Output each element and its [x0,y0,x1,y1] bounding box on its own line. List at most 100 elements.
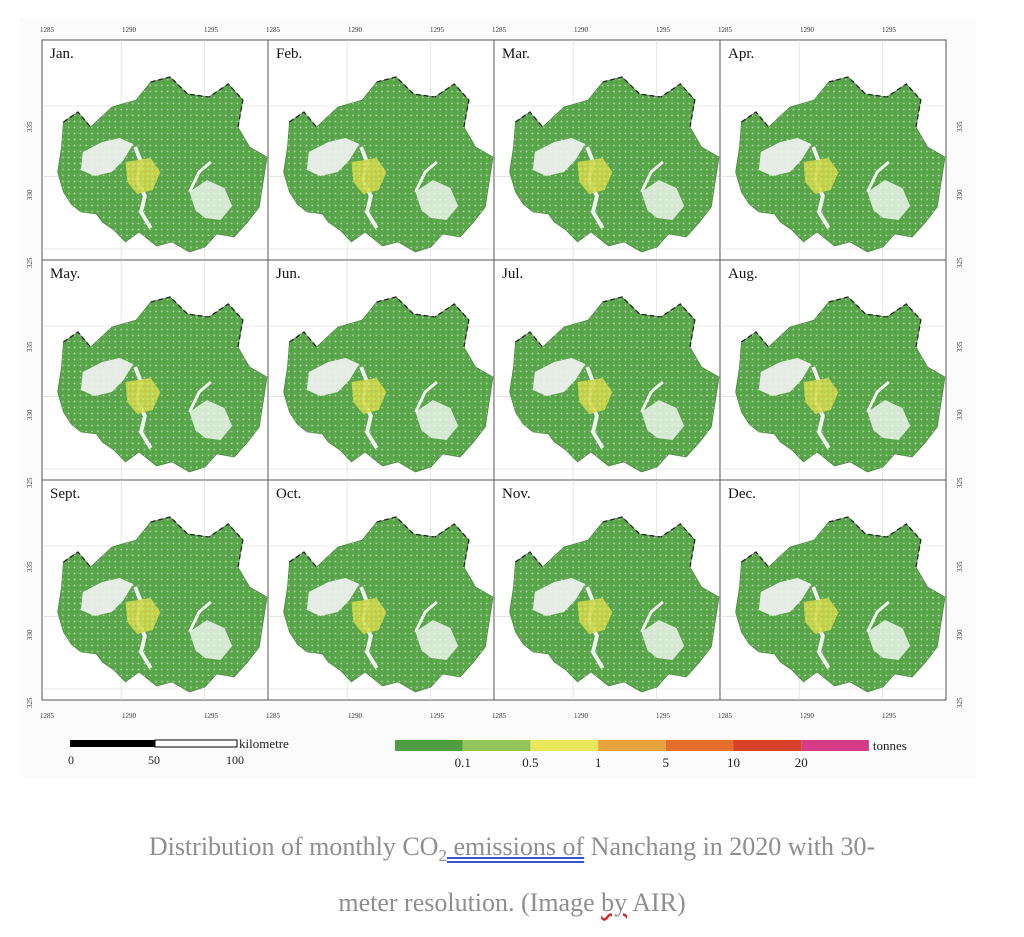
x-tick-label: 1295 [882,26,897,34]
legend-swatch [395,740,463,751]
month-label: Jul. [502,266,523,282]
y-tick-label: 335 [26,341,34,352]
month-panel: Sept. [41,479,270,701]
scale-bar-white [154,739,238,748]
caption-subscript: 2 [438,846,447,866]
scale-bar: kilometre 0 50 100 [68,736,289,767]
month-panel: May. [41,259,270,481]
y-tick-label: 335 [956,341,964,352]
month-label: Nov. [502,486,531,502]
month-panel: Jun. [267,259,496,481]
x-tick-label: 1285 [40,712,55,720]
map-grid: Jan. Feb. Mar. Apr. May. Jun. Jul. Aug. Sept. Oct… [26,26,964,770]
scale-bar-black [70,740,155,747]
y-tick-label: 335 [26,561,34,572]
month-panel: Nov. [493,479,722,701]
emission-legend: tonnes 0.1 0.5 1 5 10 20 [395,738,907,770]
x-tick-label: 1290 [800,712,815,720]
y-tick-label: 325 [26,477,34,488]
month-panel: Apr. [719,39,948,261]
month-label: Jun. [276,266,301,282]
y-tick-label: 330 [956,629,964,640]
y-tick-label: 325 [26,257,34,268]
month-panel: Aug. [719,259,948,481]
month-label: Mar. [502,46,530,62]
x-tick-label: 1290 [122,26,137,34]
x-tick-label: 1285 [492,712,507,720]
legend-label: 20 [795,755,808,770]
x-tick-label: 1285 [40,26,55,34]
month-label: Jan. [50,46,74,62]
x-tick-label: 1290 [348,712,363,720]
y-tick-label: 335 [26,121,34,132]
scale-tick-label: 0 [68,753,74,767]
y-tick-label: 330 [26,409,34,420]
legend-label: 0.5 [522,755,538,770]
x-tick-label: 1295 [430,712,445,720]
month-panels: Jan. Feb. Mar. Apr. May. Jun. Jul. Aug. Sept. Oct… [41,39,948,701]
y-tick-label: 330 [956,189,964,200]
legend-label: 5 [663,755,670,770]
month-label: Oct. [276,486,301,502]
emission-figure: Jan. Feb. Mar. Apr. May. Jun. Jul. Aug. Sept. Oct… [20,18,976,778]
figure-caption-line2: meter resolution. (Image by AIR) [0,888,1024,918]
month-label: Feb. [276,46,302,62]
x-tick-label: 1290 [122,712,137,720]
y-tick-label: 330 [956,409,964,420]
month-label: May. [50,266,80,282]
x-tick-label: 1285 [266,712,281,720]
scale-tick-label: 100 [226,753,244,767]
y-tick-label: 330 [26,189,34,200]
scale-tick-label: 50 [148,753,160,767]
scale-bar-unit: kilometre [239,736,289,751]
caption-part3: Nanchang in 2020 with 30- [584,832,876,861]
month-panel: Dec. [719,479,948,701]
y-tick-label: 325 [956,697,964,708]
x-tick-label: 1290 [574,26,589,34]
caption-link-emissions[interactable]: emissions of [446,832,585,861]
x-tick-label: 1285 [492,26,507,34]
legend-swatch [598,740,666,751]
y-tick-label: 325 [956,257,964,268]
y-tick-label: 335 [956,561,964,572]
caption-spellcheck-by: by [601,888,628,917]
legend-swatch [462,740,531,751]
legend-label: 0.1 [455,755,471,770]
x-tick-label: 1295 [204,26,219,34]
y-tick-label: 335 [956,121,964,132]
legend-swatch [801,740,869,751]
legend-swatch [530,740,599,751]
x-tick-label: 1295 [430,26,445,34]
legend-label: 1 [595,755,602,770]
legend-swatch [665,740,734,751]
x-tick-label: 1290 [574,712,589,720]
month-label: Apr. [728,46,754,62]
x-tick-label: 1285 [266,26,281,34]
legend-swatch [733,740,802,751]
caption-line2-a: meter resolution. (Image [338,888,602,917]
month-panel: Jul. [493,259,722,481]
figure-caption: Distribution of monthly CO2 emissions of… [0,832,1024,866]
month-panel: Jan. [41,39,270,261]
x-tick-label: 1285 [718,712,733,720]
month-panel: Mar. [493,39,722,261]
x-tick-label: 1295 [656,712,671,720]
caption-line2-c: AIR) [627,888,686,917]
month-label: Sept. [50,486,80,502]
x-tick-label: 1295 [656,26,671,34]
y-tick-label: 325 [956,477,964,488]
caption-part1: Distribution of monthly CO [148,832,439,861]
x-tick-label: 1290 [348,26,363,34]
legend-unit: tonnes [873,738,907,753]
x-tick-label: 1290 [800,26,815,34]
month-panel: Feb. [267,39,496,261]
axis-ticks: 1285 1285 1290 1290 1295 1295 1285 1285 … [26,26,964,720]
x-tick-label: 1295 [882,712,897,720]
y-tick-label: 330 [26,629,34,640]
y-tick-label: 325 [26,697,34,708]
x-tick-label: 1285 [718,26,733,34]
x-tick-label: 1295 [204,712,219,720]
month-label: Aug. [728,266,758,282]
legend-label: 10 [727,755,740,770]
month-panel: Oct. [267,479,496,701]
